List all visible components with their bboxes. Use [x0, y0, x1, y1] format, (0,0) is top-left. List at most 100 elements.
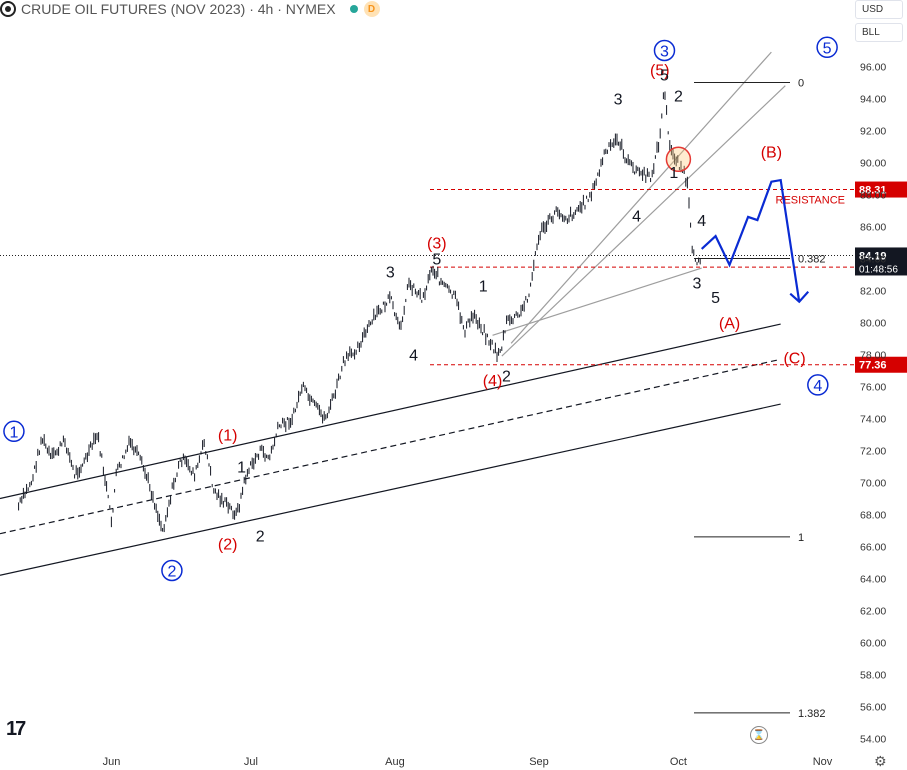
price-tick: 80.00 — [860, 318, 886, 330]
price-tick: 72.00 — [860, 446, 886, 458]
wave-label: 3 — [386, 264, 395, 281]
delayed-badge: D — [363, 1, 380, 17]
wave-label: (C) — [783, 351, 805, 368]
wave-circle — [653, 39, 676, 62]
wave-labels: 1 2 3 4 5 (1) (2) (3) (4) (5) (A) (B) (C) 1 2 3 4 5 1 2 3 4 5 1… — [3, 36, 838, 582]
wave-label: 3 — [614, 92, 623, 109]
time-tick: Aug — [385, 756, 405, 768]
chart-header: CRUDE OIL FUTURES (NOV 2023) · 4h · NYME… — [0, 0, 386, 18]
highlight-circle — [665, 146, 692, 173]
wave-label: 4 — [813, 378, 822, 395]
price-tick: 74.00 — [860, 414, 886, 426]
time-axis: Jun Jul Aug Sep Oct Nov — [103, 756, 833, 768]
current-price-badge: 84.19 — [859, 250, 887, 262]
wave-label: (3) — [427, 236, 447, 253]
time-tick: Jul — [244, 756, 258, 768]
currency-label: USD — [862, 4, 884, 15]
price-tick: 62.00 — [860, 606, 886, 618]
trend-channels — [0, 51, 786, 576]
currency-select[interactable]: USD — [855, 0, 903, 19]
market-status-icon — [349, 5, 358, 13]
wave-label: 5 — [823, 40, 832, 57]
price-tick: 82.00 — [860, 286, 886, 298]
wave-label: (2) — [218, 536, 238, 553]
price-tick: 88.00 — [860, 190, 886, 202]
wave-label: (4) — [483, 373, 503, 390]
wave-label: 4 — [697, 213, 706, 230]
wave-label: 1 — [237, 460, 246, 477]
price-tick: 68.00 — [860, 510, 886, 522]
wave-circle — [3, 420, 25, 443]
channel-line-4 — [0, 358, 781, 535]
wave-label: 1 — [669, 165, 678, 182]
time-tick: Oct — [670, 756, 687, 768]
hourglass-icon[interactable]: ⌛ — [750, 726, 768, 744]
resistance-label: RESISTANCE — [776, 195, 845, 207]
level-badge-bg-2 — [855, 356, 907, 373]
fib-label-2: 1 — [798, 532, 804, 544]
fib-label-3: 1.382 — [798, 708, 826, 720]
wave-label: 2 — [256, 528, 265, 545]
price-tick: 56.00 — [860, 702, 886, 714]
wave-label: 5 — [660, 68, 669, 85]
wave-label: 2 — [167, 564, 176, 581]
projection-arrowhead — [789, 290, 810, 304]
chart-title: CRUDE OIL FUTURES (NOV 2023) · 4h · NYME… — [21, 1, 336, 17]
wave-label: 3 — [693, 276, 702, 293]
wave-circle — [161, 559, 183, 582]
time-tick: Sep — [529, 756, 549, 768]
unit-select[interactable]: BLL — [855, 23, 903, 42]
wave-label: 3 — [660, 44, 669, 61]
level-badge-0: 88.31 — [859, 185, 887, 197]
fibonacci-levels: 0 0.382 1 1.382 — [694, 78, 826, 720]
channel-line-1 — [492, 267, 702, 336]
wave-label: 1 — [9, 424, 18, 441]
price-tick: 78.00 — [860, 350, 886, 362]
price-tick: 94.00 — [860, 94, 886, 106]
wave-label: 2 — [502, 368, 511, 385]
channel-line-5 — [0, 403, 781, 576]
price-tick: 58.00 — [860, 670, 886, 682]
price-tick: 90.00 — [860, 158, 886, 170]
price-tick: 92.00 — [860, 126, 886, 138]
horizontal-levels: RESISTANCE88.3183.4677.3684.1901:48:56 — [0, 181, 907, 373]
wave-label: 1 — [479, 279, 488, 296]
channel-line-2 — [501, 85, 786, 357]
price-tick: 64.00 — [860, 574, 886, 586]
projection-line — [700, 178, 801, 302]
price-tick: 86.00 — [860, 222, 886, 234]
wave-label: (B) — [761, 144, 782, 161]
price-tick: 84.00 — [860, 254, 886, 266]
time-tick: Nov — [813, 756, 833, 768]
time-tick: Jun — [103, 756, 121, 768]
price-bars — [18, 91, 701, 533]
price-tick: 76.00 — [860, 382, 886, 394]
wave-label: 5 — [432, 252, 441, 269]
current-price-badge-bg — [855, 247, 907, 276]
wave-label: (1) — [218, 428, 238, 445]
price-tick: 96.00 — [860, 62, 886, 74]
price-tick: 66.00 — [860, 542, 886, 554]
wave-label: 5 — [711, 290, 720, 307]
fib-label-1: 0.382 — [798, 254, 826, 266]
countdown-badge: 01:48:56 — [859, 264, 898, 275]
price-tick: 54.00 — [860, 734, 886, 746]
price-axis: 54.00 56.00 58.00 60.00 62.00 64.00 66.00 68.00… — [860, 62, 886, 746]
channel-line-3 — [0, 323, 781, 500]
price-tick: 60.00 — [860, 638, 886, 650]
gear-icon[interactable]: ⚙ — [874, 753, 887, 769]
wave-label: 2 — [674, 88, 683, 105]
wave-label: (A) — [719, 316, 740, 333]
wave-circle — [816, 36, 838, 59]
price-tick: 70.00 — [860, 478, 886, 490]
wave-label: (5) — [650, 63, 670, 80]
fib-label-0: 0 — [798, 78, 804, 90]
tradingview-logo-icon: 17 — [6, 718, 26, 740]
projection-path — [665, 146, 810, 304]
symbol-logo-icon — [0, 1, 16, 17]
channel-line-0 — [510, 51, 772, 344]
unit-label: BLL — [862, 27, 880, 38]
level-badge-bg-0 — [855, 181, 907, 198]
wave-circle — [807, 374, 829, 396]
